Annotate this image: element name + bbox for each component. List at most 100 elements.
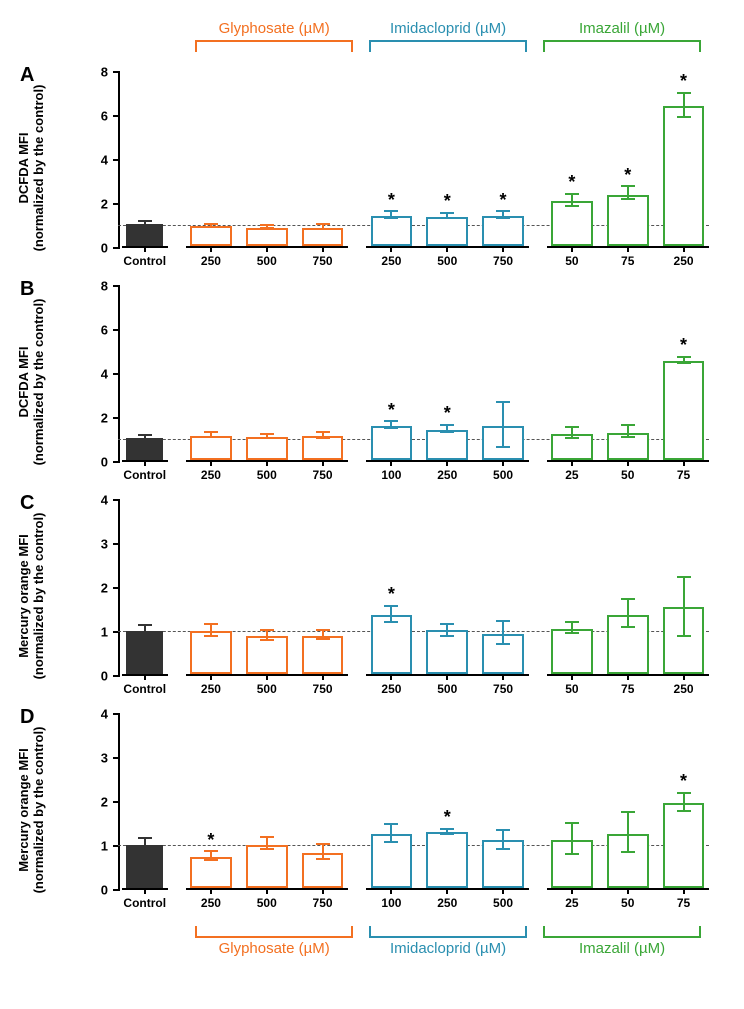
bar-imidacloprid-500: 500 bbox=[478, 714, 529, 888]
error-bar-upper bbox=[571, 824, 573, 841]
error-bar-upper bbox=[502, 403, 504, 426]
bar bbox=[190, 226, 232, 246]
x-tick bbox=[502, 460, 504, 466]
bar-imazalil-75: *75 bbox=[658, 714, 709, 888]
significance-star-icon: * bbox=[388, 584, 395, 605]
bar-control-Control: Control bbox=[122, 500, 168, 674]
bar-imazalil-50: 50 bbox=[547, 500, 598, 674]
error-cap bbox=[496, 217, 510, 219]
error-cap bbox=[316, 629, 330, 631]
error-cap bbox=[316, 223, 330, 225]
error-cap bbox=[138, 434, 152, 436]
significance-star-icon: * bbox=[680, 771, 687, 792]
bar bbox=[246, 845, 288, 889]
y-tick-label: 1 bbox=[101, 839, 108, 854]
group-imazalil: 5075250 bbox=[547, 500, 710, 676]
x-tick-label: 500 bbox=[257, 468, 277, 482]
y-tick-label: 0 bbox=[101, 241, 108, 256]
x-tick bbox=[502, 888, 504, 894]
y-tick-label: 4 bbox=[101, 707, 108, 722]
error-cap bbox=[496, 446, 510, 448]
x-tick bbox=[446, 460, 448, 466]
footer-glyphosate: Glyphosate (µM) bbox=[187, 926, 361, 960]
x-tick bbox=[322, 674, 324, 680]
group-label-imidacloprid: Imidacloprid (µM) bbox=[390, 940, 506, 957]
group-imidacloprid: 100*250500 bbox=[366, 714, 529, 890]
header-spacer bbox=[135, 20, 187, 54]
plot-area: 01234Control250500750*2505007505075250 bbox=[88, 500, 709, 676]
x-tick bbox=[627, 460, 629, 466]
error-cap bbox=[440, 623, 454, 625]
error-cap bbox=[384, 210, 398, 212]
bracket-icon bbox=[369, 40, 527, 52]
x-tick-label: 250 bbox=[201, 468, 221, 482]
x-tick bbox=[210, 674, 212, 680]
footer-spacer bbox=[135, 926, 187, 960]
y-axis-label: Mercury orange MFI(normalized by the con… bbox=[17, 710, 47, 910]
error-bar-upper bbox=[683, 578, 685, 606]
error-cap bbox=[565, 853, 579, 855]
significance-star-icon: * bbox=[680, 335, 687, 356]
error-cap bbox=[260, 227, 274, 229]
bar-imazalil-250: 250 bbox=[658, 500, 709, 674]
y-tick-label: 3 bbox=[101, 537, 108, 552]
significance-star-icon: * bbox=[568, 172, 575, 193]
error-bar-lower bbox=[502, 426, 504, 448]
group-imazalil: *50*75*250 bbox=[547, 72, 710, 248]
error-cap bbox=[138, 220, 152, 222]
error-cap bbox=[440, 212, 454, 214]
error-cap bbox=[440, 828, 454, 830]
y-tick-label: 0 bbox=[101, 455, 108, 470]
error-cap bbox=[440, 431, 454, 433]
error-cap bbox=[621, 851, 635, 853]
x-tick bbox=[502, 246, 504, 252]
bar-imidacloprid-500: 500 bbox=[422, 500, 473, 674]
y-tick-label: 0 bbox=[101, 883, 108, 898]
bracket-icon bbox=[195, 40, 353, 52]
error-cap bbox=[621, 598, 635, 600]
error-cap bbox=[496, 829, 510, 831]
y-tick-label: 6 bbox=[101, 109, 108, 124]
x-tick-label: 100 bbox=[381, 896, 401, 910]
panel-C: CMercury orange MFI(normalized by the co… bbox=[20, 492, 724, 706]
y-tick-label: 3 bbox=[101, 751, 108, 766]
error-cap bbox=[677, 116, 691, 118]
error-cap bbox=[260, 629, 274, 631]
error-cap bbox=[496, 210, 510, 212]
error-bar-lower bbox=[683, 607, 685, 637]
error-cap bbox=[496, 401, 510, 403]
group-control: Control bbox=[122, 714, 168, 890]
x-tick-label: Control bbox=[123, 682, 166, 696]
error-cap bbox=[677, 635, 691, 637]
panel-A: ADCFDA MFI(normalized by the control)024… bbox=[20, 64, 724, 278]
group-glyphosate: *250500750 bbox=[186, 714, 349, 890]
x-tick-label: 25 bbox=[565, 468, 578, 482]
error-cap bbox=[565, 437, 579, 439]
bar bbox=[302, 636, 344, 674]
error-cap bbox=[316, 431, 330, 433]
bar bbox=[663, 106, 705, 246]
x-tick-label: 750 bbox=[313, 896, 333, 910]
bar-glyphosate-750: 750 bbox=[297, 714, 348, 888]
bar-imidacloprid-250: *250 bbox=[422, 714, 473, 888]
bar-glyphosate-250: 250 bbox=[186, 286, 237, 460]
error-cap bbox=[204, 226, 218, 228]
y-tick-label: 1 bbox=[101, 625, 108, 640]
figure: Glyphosate (µM) Imidacloprid (µM) Imazal… bbox=[20, 20, 724, 960]
footer-group-brackets: Glyphosate (µM) Imidacloprid (µM) Imazal… bbox=[135, 926, 709, 960]
bar-control-Control: Control bbox=[122, 72, 168, 246]
error-bar-upper bbox=[683, 794, 685, 804]
bar bbox=[426, 217, 468, 246]
x-tick-label: 50 bbox=[565, 254, 578, 268]
footer-imidacloprid: Imidacloprid (µM) bbox=[361, 926, 535, 960]
bar-imidacloprid-750: 750 bbox=[478, 500, 529, 674]
group-control: Control bbox=[122, 500, 168, 676]
y-tick-label: 2 bbox=[101, 197, 108, 212]
x-tick-label: 500 bbox=[493, 896, 513, 910]
error-cap bbox=[565, 193, 579, 195]
bar-imidacloprid-100: *100 bbox=[366, 286, 417, 460]
y-tick-label: 6 bbox=[101, 323, 108, 338]
bar-glyphosate-250: 250 bbox=[186, 72, 237, 246]
x-tick bbox=[627, 246, 629, 252]
error-cap bbox=[677, 576, 691, 578]
